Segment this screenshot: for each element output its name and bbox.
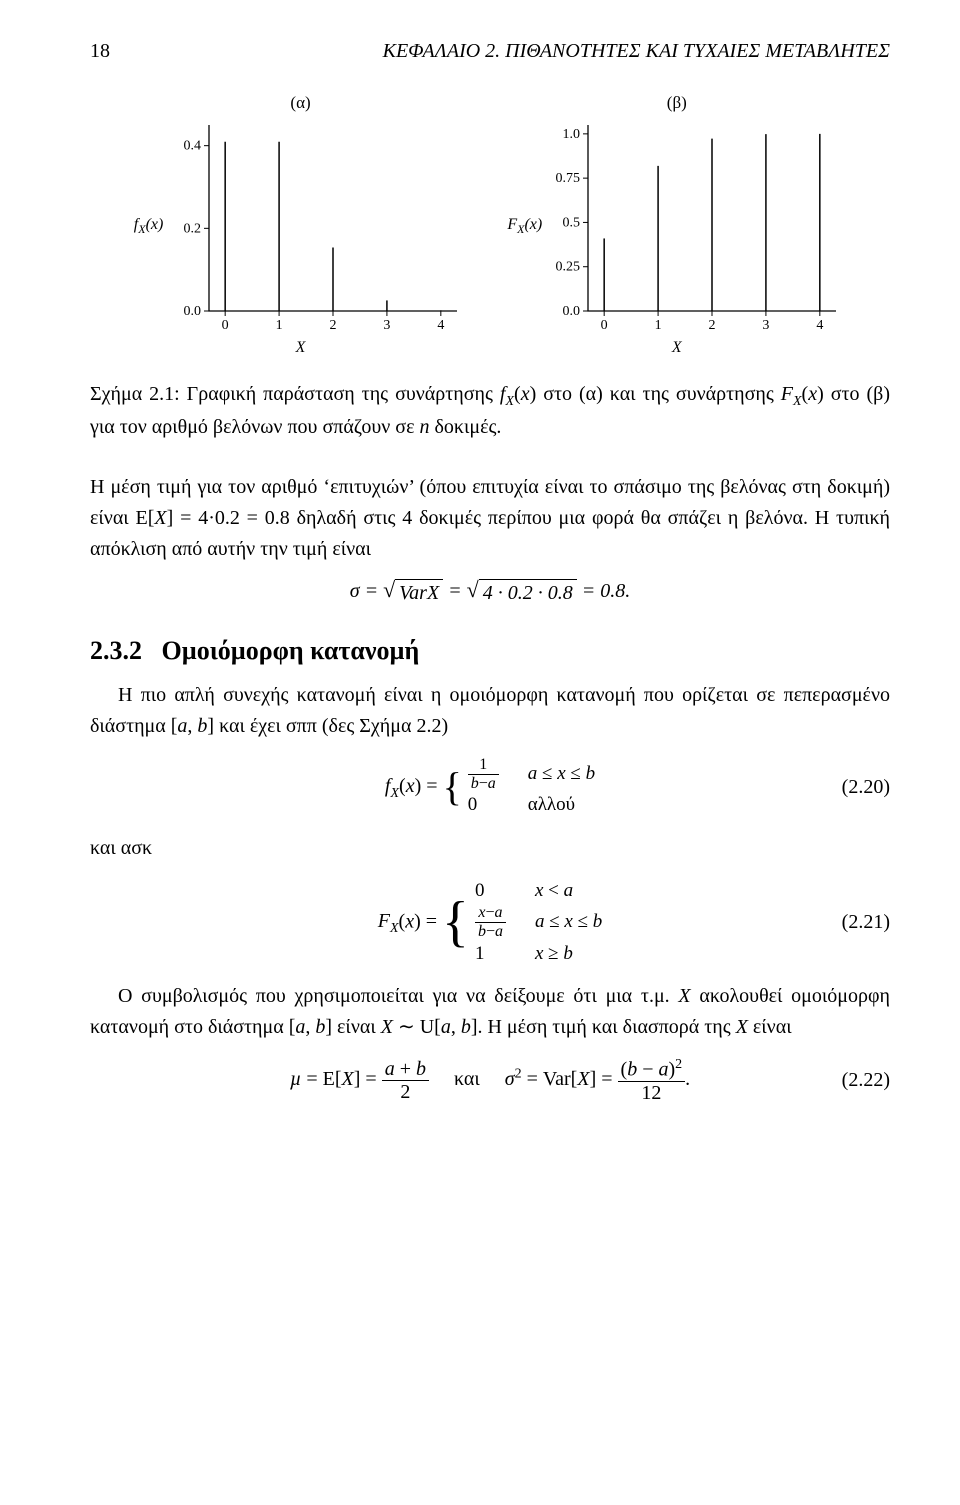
paragraph-2: Η πιο απλή συνεχής κατανομή είναι η ομοι… <box>90 680 890 742</box>
chart-a-xlabel: X <box>296 339 306 357</box>
paragraph-4: Ο συμβολισμός που χρησιμοποιείται για να… <box>90 981 890 1043</box>
eq-2-22-number: (2.22) <box>820 1069 890 1092</box>
chart-b-title: (β) <box>667 93 687 113</box>
chart-b-wrap: (β) FX(x) 0.0 0.25 0.5 0.75 1.0 0 1 2 3 4 X <box>507 93 846 357</box>
equation-2-22: µ = E[X] = a + b 2 και σ2 = Var[X] = (b … <box>90 1057 890 1104</box>
chart-a-svg: 0.0 0.2 0.4 0 1 2 3 4 <box>167 117 467 337</box>
eq-2-22-mid: και <box>454 1068 480 1090</box>
chart-a-title: (α) <box>290 93 310 113</box>
svg-text:4: 4 <box>438 318 445 333</box>
svg-text:4: 4 <box>817 318 824 333</box>
eq-sigma-sqrt2: 4 · 0.2 · 0.8 <box>479 579 577 606</box>
chart-b-xlabel: X <box>672 339 682 357</box>
chart-b-svg: 0.0 0.25 0.5 0.75 1.0 0 1 2 3 4 <box>546 117 846 337</box>
svg-text:3: 3 <box>384 318 391 333</box>
eq-sigma-lhs: σ = <box>350 580 378 602</box>
paragraph-3: και ασκ <box>90 833 890 864</box>
eq-2-22-tail: . <box>685 1068 690 1090</box>
charts-row: (α) fX(x) 0.0 0.2 0.4 0 1 2 3 4 X (β) FX(x) 0.0… <box>90 93 890 357</box>
eq-sigma-rhs: = 0.8. <box>582 580 631 602</box>
section-title: Οµοιόµορφη κατανοµή <box>162 636 420 665</box>
equation-2-21: FX(x) = { 0x < ax−ab−aa ≤ x ≤ b1x ≥ b (2… <box>90 878 890 967</box>
page-number: 18 <box>90 40 110 63</box>
page-header: 18 ΚΕΦΑΛΑΙΟ 2. ΠΙΘΑΝΟΤΗΤΕΣ ΚΑΙ ΤΥΧΑΙΕΣ Μ… <box>90 40 890 63</box>
chapter-title: ΚΕΦΑΛΑΙΟ 2. ΠΙΘΑΝΟΤΗΤΕΣ ΚΑΙ ΤΥΧΑΙΕΣ ΜΕΤΑ… <box>383 40 890 63</box>
eq-2-21-number: (2.21) <box>820 911 890 934</box>
svg-text:1: 1 <box>276 318 283 333</box>
svg-text:0.0: 0.0 <box>563 304 581 319</box>
svg-text:0.75: 0.75 <box>556 171 581 186</box>
svg-text:1.0: 1.0 <box>563 127 581 142</box>
section-heading: 2.3.2 Οµοιόµορφη κατανοµή <box>90 636 890 666</box>
svg-text:0.5: 0.5 <box>563 215 581 230</box>
equation-2-20: fX(x) = { 1b−aa ≤ x ≤ b0αλλού (2.20) <box>90 756 890 819</box>
section-number: 2.3.2 <box>90 636 142 665</box>
svg-text:0.2: 0.2 <box>184 221 202 236</box>
eq-2-20-number: (2.20) <box>820 776 890 799</box>
svg-text:0: 0 <box>601 318 608 333</box>
figure-caption: Σχήμα 2.1: Γραφική παράσταση της συνάρτη… <box>90 379 890 442</box>
eq-sigma-mid: = <box>448 580 462 602</box>
svg-text:1: 1 <box>655 318 662 333</box>
svg-text:0: 0 <box>222 318 229 333</box>
svg-text:3: 3 <box>763 318 770 333</box>
svg-text:0.4: 0.4 <box>184 139 202 154</box>
chart-a-wrap: (α) fX(x) 0.0 0.2 0.4 0 1 2 3 4 X <box>134 93 468 357</box>
chart-b-ylabel: FX(x) <box>507 216 542 237</box>
svg-text:2: 2 <box>709 318 716 333</box>
chart-a-ylabel: fX(x) <box>134 216 164 237</box>
svg-text:0.0: 0.0 <box>184 304 202 319</box>
svg-text:2: 2 <box>330 318 337 333</box>
equation-sigma: σ = √VarX = √4 · 0.2 · 0.8 = 0.8. <box>90 579 890 606</box>
eq-sigma-sqrt1: VarX <box>395 579 443 606</box>
svg-text:0.25: 0.25 <box>556 260 581 275</box>
paragraph-1: Η μέση τιμή για τον αριθμό ‘επιτυχιών’ (… <box>90 472 890 565</box>
